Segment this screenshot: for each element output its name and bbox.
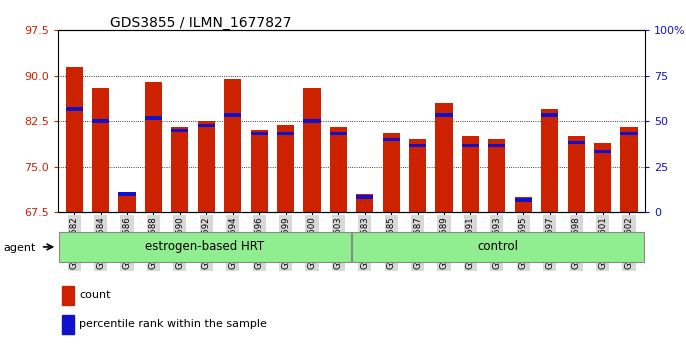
Bar: [62, 286, 74, 305]
Bar: [66, 107, 83, 111]
Bar: [277, 126, 294, 212]
Bar: [172, 127, 189, 212]
Bar: [488, 139, 506, 212]
Bar: [594, 143, 611, 212]
Bar: [541, 109, 558, 212]
Bar: [436, 113, 453, 117]
Bar: [620, 132, 637, 135]
Bar: [224, 113, 241, 117]
Bar: [620, 127, 637, 212]
Bar: [436, 103, 453, 212]
Bar: [514, 199, 532, 202]
Bar: [198, 121, 215, 212]
Text: GDS3855 / ILMN_1677827: GDS3855 / ILMN_1677827: [110, 16, 292, 30]
Bar: [514, 197, 532, 212]
Bar: [409, 144, 426, 147]
Bar: [172, 129, 189, 132]
Bar: [66, 67, 83, 212]
Text: count: count: [79, 290, 110, 300]
Bar: [62, 315, 74, 334]
Text: agent: agent: [3, 243, 36, 253]
Bar: [145, 82, 162, 212]
Bar: [119, 192, 136, 196]
Bar: [567, 141, 584, 144]
Bar: [356, 195, 373, 199]
Bar: [92, 119, 109, 123]
Bar: [383, 138, 400, 141]
Text: percentile rank within the sample: percentile rank within the sample: [79, 319, 267, 329]
Bar: [145, 116, 162, 120]
Bar: [594, 150, 611, 153]
Bar: [330, 127, 347, 212]
FancyBboxPatch shape: [352, 232, 644, 262]
Bar: [462, 136, 479, 212]
Bar: [277, 132, 294, 135]
Text: estrogen-based HRT: estrogen-based HRT: [145, 240, 265, 253]
Bar: [198, 124, 215, 127]
Bar: [541, 113, 558, 117]
Bar: [356, 194, 373, 212]
Bar: [462, 144, 479, 147]
FancyBboxPatch shape: [59, 232, 351, 262]
Bar: [119, 194, 136, 212]
Bar: [224, 79, 241, 212]
Bar: [567, 136, 584, 212]
Bar: [330, 132, 347, 135]
Bar: [303, 88, 320, 212]
Text: control: control: [477, 240, 519, 253]
Bar: [488, 144, 506, 147]
Bar: [383, 133, 400, 212]
Bar: [250, 130, 268, 212]
Bar: [250, 132, 268, 135]
Bar: [92, 88, 109, 212]
Bar: [409, 139, 426, 212]
Bar: [303, 119, 320, 123]
